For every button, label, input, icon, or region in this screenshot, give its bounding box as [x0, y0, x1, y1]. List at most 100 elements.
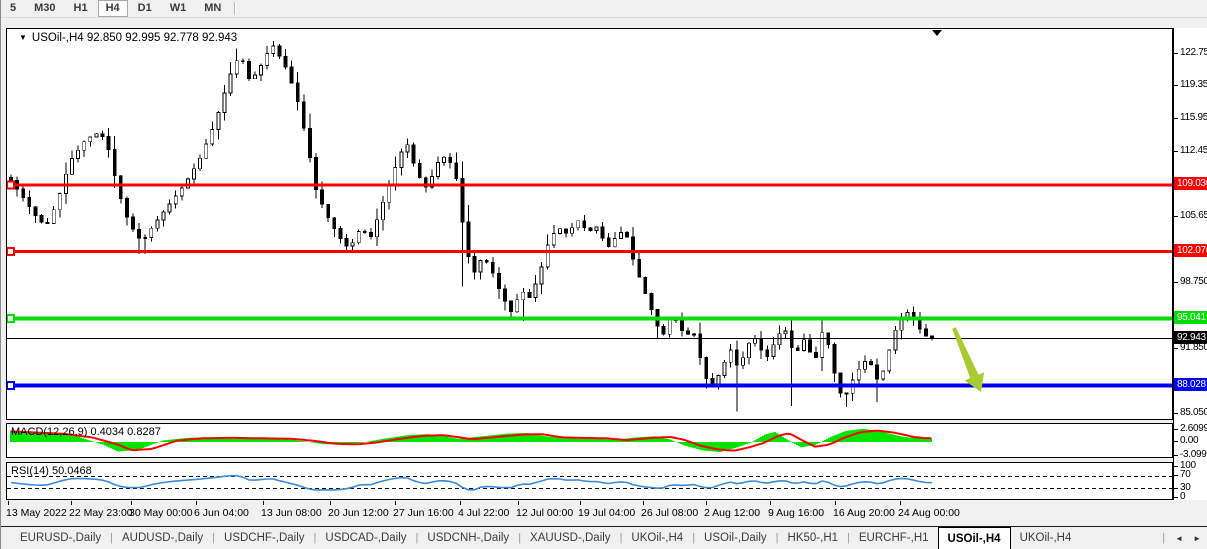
timeframe-button-w1[interactable]: W1: [169, 2, 187, 14]
price-tick: [1174, 151, 1178, 153]
symbol-tab-ukoil-h4[interactable]: UKOil-,H4: [1019, 532, 1072, 544]
rsi-scale-tick: [1174, 475, 1178, 477]
symbol-tab-ukoil-h4[interactable]: UKOil-,H4: [631, 532, 684, 544]
price-tick-label: 122.750: [1180, 46, 1207, 58]
price-tick-label: 91.850: [1180, 341, 1207, 353]
tab-separator: |: [1162, 532, 1166, 544]
date-tick: [518, 501, 519, 505]
price-tick: [1174, 282, 1178, 284]
timeframe-button-h4[interactable]: H4: [97, 0, 128, 17]
price-tick-label: 115.950: [1180, 111, 1207, 123]
symbol-tab-usdcad-daily[interactable]: USDCAD-,Daily: [325, 532, 407, 544]
date-tick: [395, 501, 396, 505]
date-tick-label: 16 Aug 20:00: [833, 507, 895, 519]
timeframe-button-5[interactable]: 5: [10, 2, 17, 14]
symbol-tab-bar: EURUSD-,Daily | AUDUSD-,Daily | USDCHF-,Dail…: [1, 526, 1207, 549]
price-tick: [1174, 52, 1178, 54]
date-tick: [8, 501, 9, 505]
macd-scale-tick: [1174, 455, 1178, 457]
price-tick-label: 112.450: [1180, 145, 1207, 157]
rsi-scale-tick: [1174, 487, 1178, 489]
tab-scroll-right-icon[interactable]: ►: [1193, 533, 1201, 543]
price-tick-label: 98.750: [1180, 276, 1207, 288]
symbol-tab-usdcnh-daily[interactable]: USDCNH-,Daily: [427, 532, 510, 544]
rsi-scale-label: 70: [1180, 469, 1191, 481]
date-tick: [580, 501, 581, 505]
symbol-tab-usoil-daily[interactable]: USOil-,Daily: [704, 532, 767, 544]
rsi-canvas[interactable]: [7, 463, 1172, 499]
date-tick: [263, 501, 264, 505]
macd-scale-label: -3.099: [1180, 449, 1207, 461]
date-axis[interactable]: 13 May 2022 22 May 23:00 30 May 00:00 6 Jun…: [6, 501, 1173, 523]
toolbar-divider: [234, 2, 237, 15]
chart-title-text: USOil-,H4 92.850 92.995 92.778 92.943: [31, 32, 238, 44]
date-tick: [643, 501, 644, 505]
price-badge-resistance-1: 109.036: [1174, 177, 1207, 191]
date-tick: [196, 501, 197, 505]
tab-separator: |: [847, 532, 850, 544]
date-tick-label: 30 May 00:00: [129, 507, 193, 519]
price-tick: [1174, 117, 1178, 119]
symbol-tab-xauusd-daily[interactable]: XAUUSD-,Daily: [530, 532, 611, 544]
hline-support-green[interactable]: [7, 314, 1172, 323]
symbol-tab-eurchf-h1[interactable]: EURCHF-,H1: [858, 532, 929, 544]
date-tick: [71, 501, 72, 505]
date-tick: [330, 501, 331, 505]
rsi-scale-label: 100: [1180, 460, 1196, 471]
date-tick: [131, 501, 132, 505]
price-badge-support-blue: 88.028: [1174, 377, 1207, 391]
tab-separator: |: [692, 532, 696, 544]
date-tick-label: 26 Jul 08:00: [641, 507, 699, 519]
symbol-tab-eurusd-daily[interactable]: EURUSD-,Daily: [20, 532, 102, 544]
timeframe-button-h1[interactable]: H1: [73, 2, 88, 14]
date-tick: [900, 501, 901, 505]
rsi-indicator-panel: RSI(14) 50.0468: [6, 462, 1173, 500]
price-tick-label: 85.050: [1180, 406, 1207, 418]
timeframe-button-mn[interactable]: MN: [204, 2, 222, 14]
rsi-scale-label: 0: [1180, 491, 1186, 502]
date-tick-label: 22 May 23:00: [69, 507, 133, 519]
date-tick-label: 13 May 2022: [6, 507, 67, 519]
tab-separator: |: [619, 532, 623, 544]
price-badge-resistance-2: 102.076: [1174, 243, 1207, 257]
date-tick: [770, 501, 771, 505]
macd-canvas[interactable]: [7, 424, 1172, 457]
tab-scroll-controls: | ◄ ►: [1162, 527, 1207, 549]
timeframe-button-m30[interactable]: M30: [34, 2, 56, 14]
rsi-label: RSI(14) 50.0468: [11, 465, 92, 477]
tab-separator: |: [775, 532, 779, 544]
symbol-tab-usoil-h4[interactable]: USOil-,H4: [937, 527, 1011, 549]
price-tick: [1174, 412, 1178, 414]
rsi-scale-tick: [1174, 497, 1178, 498]
date-tick-label: 2 Aug 12:00: [704, 507, 761, 519]
hline-resistance-1[interactable]: [7, 180, 1172, 190]
hline-support-blue[interactable]: [7, 380, 1172, 390]
symbol-tab-hk50-h1[interactable]: HK50-,H1: [787, 532, 839, 544]
rsi-scale-tick: [1174, 466, 1178, 467]
price-axis[interactable]: 122.750 119.350 115.950 112.450 105.650 98.75…: [1173, 28, 1207, 502]
hline-resistance-2[interactable]: [7, 246, 1172, 256]
date-tick-label: 19 Jul 04:00: [578, 507, 636, 519]
tab-separator: |: [110, 532, 114, 544]
symbol-tab-audusd-daily[interactable]: AUDUSD-,Daily: [122, 532, 204, 544]
tab-separator: |: [313, 532, 317, 544]
price-tick: [1174, 216, 1178, 218]
date-tick: [706, 501, 707, 505]
date-tick-label: 12 Jul 00:00: [516, 507, 574, 519]
timeframe-button-d1[interactable]: D1: [137, 2, 152, 14]
down-arrow-annotation[interactable]: [952, 327, 985, 392]
date-tick-label: 6 Jun 04:00: [194, 507, 249, 519]
price-tick: [1174, 85, 1178, 87]
tab-scroll-left-icon[interactable]: ◄: [1175, 533, 1184, 543]
price-tick-label: 119.350: [1180, 79, 1207, 91]
current-bar-marker: [932, 30, 942, 36]
price-tick: [1174, 347, 1178, 349]
macd-indicator-panel: MACD(12,26,9) 0.4034 0.8287: [6, 423, 1173, 458]
macd-scale-label: 0.00: [1180, 435, 1199, 446]
symbol-tab-usdchf-daily[interactable]: USDCHF-,Daily: [224, 532, 305, 544]
tab-separator: |: [518, 532, 522, 544]
price-chart-canvas[interactable]: [7, 29, 1172, 419]
price-tick-label: 105.650: [1180, 210, 1207, 222]
price-badge-bid-price: 92.943: [1174, 331, 1207, 345]
